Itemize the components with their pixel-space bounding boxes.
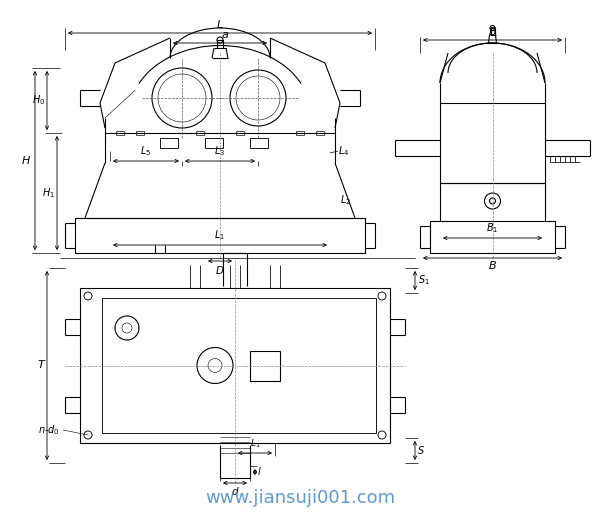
Bar — [136, 131, 144, 135]
Text: L: L — [217, 20, 223, 30]
Text: $L_4$: $L_4$ — [338, 144, 349, 158]
Bar — [236, 131, 244, 135]
Text: $H_0$: $H_0$ — [32, 94, 45, 107]
Bar — [440, 103, 545, 183]
Text: a: a — [221, 30, 229, 40]
Text: S: S — [418, 446, 424, 456]
Text: $B_1$: $B_1$ — [487, 221, 499, 235]
Text: T: T — [37, 360, 44, 370]
Bar — [160, 138, 178, 148]
Bar — [75, 218, 365, 253]
Bar — [250, 138, 268, 148]
Text: $H_1$: $H_1$ — [42, 186, 55, 200]
Bar — [205, 138, 223, 148]
Bar — [116, 131, 124, 135]
Bar — [102, 298, 376, 433]
Bar — [250, 350, 280, 381]
Text: $n$-$d_0$: $n$-$d_0$ — [38, 423, 60, 437]
Text: $L_1$: $L_1$ — [214, 228, 226, 242]
Text: $L_2$: $L_2$ — [340, 193, 351, 207]
Bar — [316, 131, 324, 135]
Text: $L_1$: $L_1$ — [250, 438, 260, 450]
Bar — [196, 131, 204, 135]
Text: l: l — [258, 467, 261, 477]
Text: D: D — [216, 266, 224, 276]
Text: $S_1$: $S_1$ — [418, 273, 430, 287]
Text: $L_3$: $L_3$ — [214, 144, 226, 158]
Text: www.jiansuji001.com: www.jiansuji001.com — [205, 489, 395, 507]
Bar — [80, 288, 390, 443]
Text: B: B — [488, 27, 496, 37]
Text: B: B — [488, 261, 496, 271]
Bar — [430, 221, 555, 253]
Text: $L_5$: $L_5$ — [140, 144, 152, 158]
Text: H: H — [22, 155, 30, 165]
Text: d: d — [232, 487, 238, 497]
Bar — [296, 131, 304, 135]
